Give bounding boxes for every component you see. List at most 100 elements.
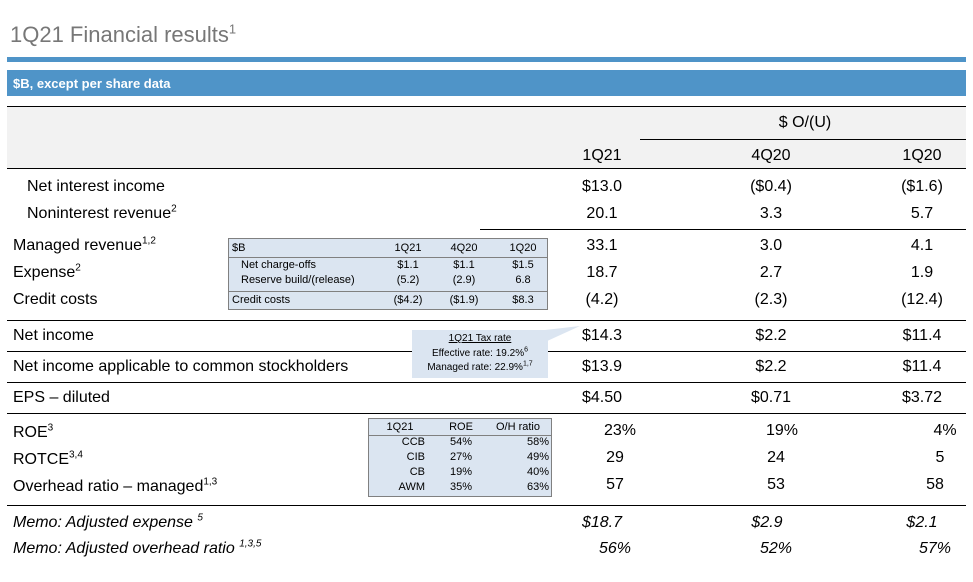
table-header	[7, 106, 966, 168]
cell-1q21: 18.7	[586, 264, 618, 281]
row-divider	[7, 320, 966, 321]
seg-label: CIB	[406, 451, 425, 463]
cell-1q21: 23%	[603, 422, 637, 439]
header-top-line	[7, 106, 966, 107]
inset-header-1q21: 1Q21	[394, 242, 422, 254]
cell-4q20: (2.3)	[754, 291, 788, 308]
inset-row-label: Reserve build/(release)	[241, 274, 355, 286]
header-bottom-line	[7, 168, 966, 169]
managed-rate: Managed rate: 22.9%1,7	[427, 360, 533, 373]
cell-4q20: $2.2	[755, 358, 787, 375]
seg-label: CB	[409, 466, 425, 478]
row-label-credit-costs: Credit costs	[13, 291, 98, 308]
inset-row-label: Net charge-offs	[241, 259, 317, 271]
cell-1q20: (12.4)	[901, 291, 943, 308]
credit-costs-inset: $B 1Q21 4Q20 1Q20 Net charge-offs $1.1 $…	[228, 238, 548, 310]
seg-header-oh-ratio: O/H ratio	[495, 421, 540, 433]
cell-4q20: ($0.4)	[750, 178, 792, 195]
row-label-eps-diluted: EPS – diluted	[13, 389, 110, 406]
units-label: $B, except per share data	[13, 76, 171, 91]
inset-cell: $1.5	[512, 259, 534, 271]
cell-1q21: $4.50	[581, 389, 623, 406]
memo-cell-1q21: 56%	[598, 540, 632, 557]
seg-label: CCB	[401, 436, 425, 448]
page-title: 1Q21 Financial results1	[10, 21, 237, 47]
ou-header: $ O/(U)	[778, 114, 832, 131]
inset-cell: (2.9)	[452, 274, 476, 286]
units-band	[7, 70, 966, 96]
tax-callout-pointer	[545, 326, 580, 342]
cell-1q20: 4%	[933, 422, 957, 439]
inset-cell: ($4.2)	[393, 294, 423, 306]
memo-cell-1q20: $2.1	[906, 514, 938, 531]
seg-roe: 19%	[449, 466, 473, 478]
cell-1q20: $11.4	[902, 327, 942, 344]
row-label-expense: Expense2	[13, 262, 81, 281]
cell-1q20: 1.9	[910, 264, 934, 281]
memo-cell-4q20: 52%	[759, 540, 793, 557]
col-header-1q20: 1Q20	[902, 147, 942, 164]
cell-1q20: 4.1	[910, 237, 934, 254]
cell-1q21: 20.1	[586, 205, 618, 222]
seg-roe: 35%	[449, 481, 473, 493]
seg-roe: 54%	[449, 436, 473, 448]
seg-label: AWM	[398, 481, 425, 493]
cell-1q21: 33.1	[586, 237, 618, 254]
cell-1q21: $13.0	[581, 178, 623, 195]
cell-4q20: 2.7	[759, 264, 783, 281]
cell-1q21: (4.2)	[585, 291, 619, 308]
cell-1q20: $11.4	[902, 358, 942, 375]
subtotal-line	[480, 229, 966, 230]
memo-label-adjusted-expense: Memo: Adjusted expense 5	[13, 512, 203, 531]
seg-oh: 63%	[526, 481, 549, 493]
cell-1q20: 5.7	[910, 205, 934, 222]
seg-oh: 40%	[526, 466, 549, 478]
seg-roe: 27%	[449, 451, 473, 463]
cell-4q20: $2.2	[755, 327, 787, 344]
cell-4q20: $0.71	[750, 389, 792, 406]
segment-roe-inset: 1Q21 ROE O/H ratio CCB 54% 58% CIB 27% 4…	[368, 418, 552, 497]
row-label-net-income: Net income	[13, 327, 94, 344]
row-divider	[7, 382, 966, 383]
cell-4q20: 19%	[765, 422, 799, 439]
inset-cell: 6.8	[515, 274, 531, 286]
memo-cell-4q20: $2.9	[751, 514, 783, 531]
seg-header-roe: ROE	[449, 421, 473, 433]
cell-4q20: 3.0	[759, 237, 783, 254]
ou-underline	[640, 139, 966, 140]
title-rule	[7, 57, 966, 62]
seg-header-line	[369, 435, 551, 436]
col-header-4q20: 4Q20	[751, 147, 791, 164]
cell-1q21: 57	[606, 476, 624, 493]
tax-rate-inset: 1Q21 Tax rate Effective rate: 19.2%6 Man…	[412, 330, 548, 378]
inset-header-1q20: 1Q20	[509, 242, 537, 254]
cell-1q21: $14.3	[581, 327, 623, 344]
seg-header-period: 1Q21	[386, 421, 414, 433]
cell-1q20: 58	[926, 476, 944, 493]
cell-1q20: $3.72	[901, 389, 943, 406]
seg-oh: 49%	[526, 451, 549, 463]
inset-header-4q20: 4Q20	[450, 242, 478, 254]
row-label-overhead-ratio: Overhead ratio – managed1,3	[13, 476, 218, 495]
inset-header-unit: $B	[232, 242, 246, 254]
cell-4q20: 3.3	[759, 205, 783, 222]
inset-total-line	[229, 291, 547, 292]
tax-rate-title: 1Q21 Tax rate	[448, 333, 512, 344]
inset-cell: ($1.9)	[449, 294, 479, 306]
inset-cell: (5.2)	[396, 274, 420, 286]
seg-oh: 58%	[526, 436, 549, 448]
cell-1q20: ($1.6)	[901, 178, 943, 195]
row-label-net-interest-income: Net interest income	[27, 178, 165, 195]
inset-cell: $8.3	[512, 294, 534, 306]
row-label-noninterest-revenue: Noninterest revenue2	[27, 203, 177, 222]
row-label-rotce: ROTCE3,4	[13, 449, 83, 468]
effective-rate: Effective rate: 19.2%6	[432, 346, 528, 359]
row-divider	[7, 505, 966, 506]
inset-header-line	[229, 257, 547, 258]
cell-4q20: 53	[767, 476, 785, 493]
row-label-roe: ROE3	[13, 422, 54, 441]
row-label-net-income-common: Net income applicable to common stockhol…	[13, 358, 349, 375]
memo-label-adjusted-overhead: Memo: Adjusted overhead ratio 1,3,5	[13, 538, 262, 557]
inset-row-label: Credit costs	[232, 294, 291, 306]
col-header-1q21: 1Q21	[582, 147, 622, 164]
